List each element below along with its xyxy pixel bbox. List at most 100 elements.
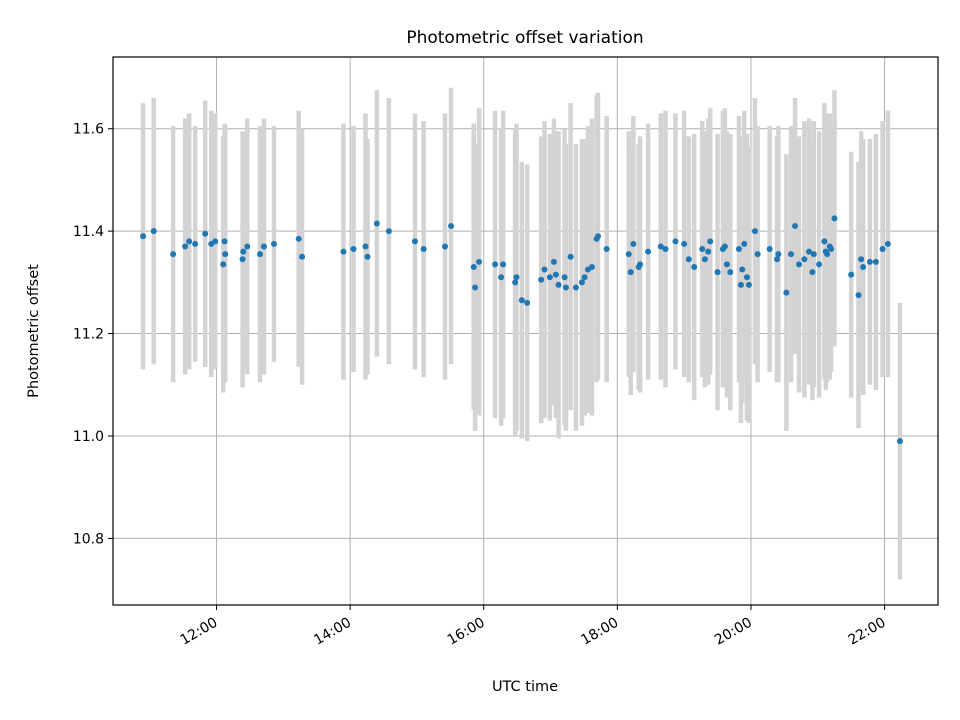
data-point	[681, 240, 688, 247]
data-point	[701, 256, 708, 263]
data-point	[411, 238, 418, 245]
data-point	[743, 274, 750, 281]
data-point	[831, 215, 838, 222]
data-point	[879, 246, 886, 253]
data-point	[260, 243, 267, 250]
data-point	[512, 279, 519, 286]
data-point	[192, 240, 199, 247]
data-point	[561, 274, 568, 281]
data-point	[470, 263, 477, 270]
y-tick-label: 11.2	[73, 327, 104, 343]
data-point	[810, 251, 817, 258]
data-point	[524, 299, 531, 306]
data-point	[244, 243, 251, 250]
data-point	[816, 261, 823, 268]
data-point	[739, 266, 746, 273]
data-point	[340, 248, 347, 255]
data-points	[140, 215, 903, 445]
data-point	[714, 269, 721, 276]
y-tick-label: 11.0	[73, 429, 104, 445]
data-point	[685, 256, 692, 263]
data-point	[809, 269, 816, 276]
data-point	[630, 240, 637, 247]
data-point	[492, 261, 499, 268]
data-point	[221, 238, 228, 245]
data-point	[691, 263, 698, 270]
data-point	[858, 256, 865, 263]
data-point	[603, 246, 610, 253]
data-point	[420, 246, 427, 253]
data-point	[538, 276, 545, 283]
data-point	[754, 251, 761, 258]
data-point	[567, 253, 574, 260]
data-point	[350, 246, 357, 253]
data-point	[657, 243, 664, 250]
data-point	[645, 248, 652, 255]
data-point	[472, 284, 479, 291]
data-point	[476, 258, 483, 265]
data-point	[727, 269, 734, 276]
data-point	[239, 256, 246, 263]
data-point	[541, 266, 548, 273]
data-point	[594, 233, 601, 240]
data-point	[256, 251, 263, 258]
data-point	[721, 243, 728, 250]
data-point	[578, 279, 585, 286]
data-point	[792, 223, 799, 230]
data-point	[581, 274, 588, 281]
y-tick-label: 11.4	[73, 224, 104, 240]
data-point	[737, 281, 744, 288]
data-point	[866, 258, 873, 265]
chart-title: Photometric offset variation	[406, 28, 643, 48]
data-point	[735, 246, 742, 253]
y-axis-label: Photometric offset	[26, 264, 42, 398]
data-point	[170, 251, 177, 258]
data-point	[150, 228, 157, 235]
data-point	[546, 274, 553, 281]
data-point	[362, 243, 369, 250]
data-point	[662, 246, 669, 253]
data-point	[518, 297, 525, 304]
data-point	[627, 269, 634, 276]
data-point	[186, 238, 193, 245]
data-point	[896, 438, 903, 445]
data-point	[562, 284, 569, 291]
data-point	[855, 292, 862, 299]
data-point	[860, 263, 867, 270]
axes-frame	[112, 56, 939, 606]
data-point	[774, 256, 781, 263]
data-point	[806, 248, 813, 255]
data-point	[222, 251, 229, 258]
data-point	[783, 289, 790, 296]
data-point	[572, 284, 579, 291]
data-point	[202, 230, 209, 237]
data-point	[385, 228, 392, 235]
data-point	[555, 281, 562, 288]
data-point	[373, 220, 380, 227]
data-point	[707, 238, 714, 245]
data-point	[699, 246, 706, 253]
data-point	[442, 243, 449, 250]
data-point	[637, 261, 644, 268]
x-axis-label: UTC time	[492, 679, 558, 695]
data-point	[775, 251, 782, 258]
data-point	[824, 251, 831, 258]
data-point	[705, 248, 712, 255]
y-tick-label: 10.8	[73, 531, 104, 547]
data-point	[550, 258, 557, 265]
data-point	[751, 228, 758, 235]
data-point	[500, 261, 507, 268]
data-point	[766, 246, 773, 253]
data-point	[745, 281, 752, 288]
data-point	[364, 253, 371, 260]
data-point	[801, 256, 808, 263]
data-point	[270, 240, 277, 247]
data-point	[625, 251, 632, 258]
data-point	[220, 261, 227, 268]
data-point	[295, 235, 302, 242]
data-point	[140, 233, 147, 240]
data-point	[672, 238, 679, 245]
y-tick-label: 11.6	[73, 122, 104, 138]
data-point	[741, 240, 748, 247]
